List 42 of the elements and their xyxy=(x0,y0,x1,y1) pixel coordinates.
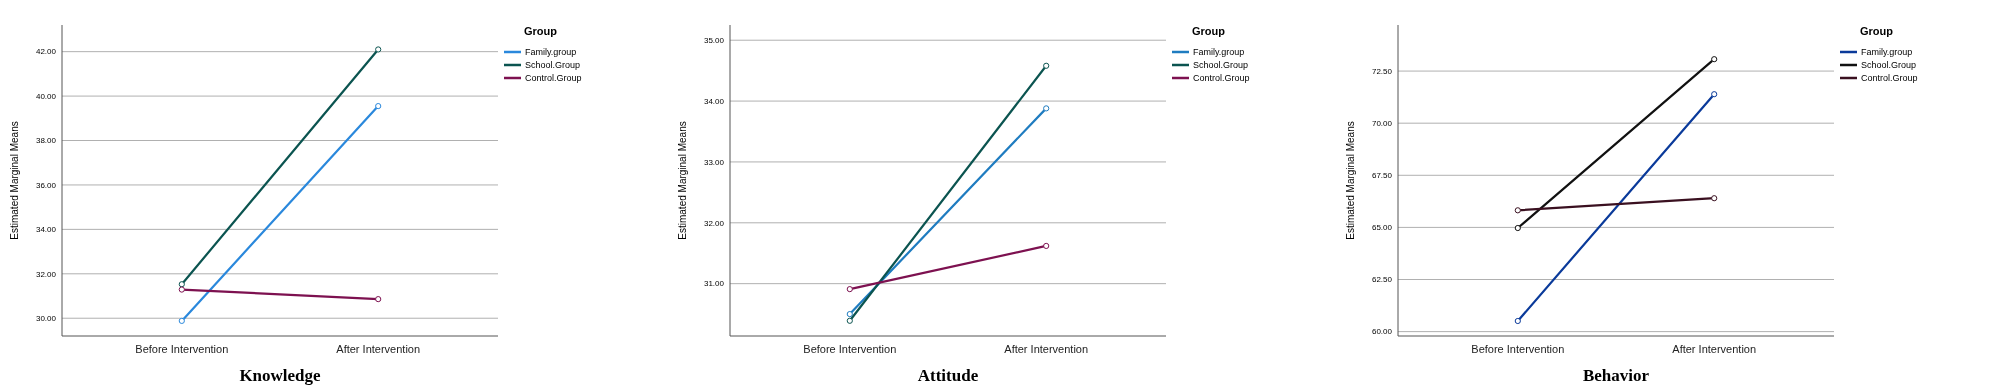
text: Knowledge xyxy=(239,366,322,385)
y-axis-title: Estimated Marginal Means xyxy=(9,121,20,240)
y-tick-label: 40.00 xyxy=(35,91,57,101)
y-tick-label: 72.50 xyxy=(1371,66,1393,76)
x-tick-label: Before Intervention xyxy=(803,343,897,355)
y-tick-label: 67.50 xyxy=(1371,171,1393,181)
x-tick-label: After Intervention xyxy=(1672,343,1757,355)
legend-label: Control.Group xyxy=(1861,73,1918,84)
legend-title: Group xyxy=(1192,25,1226,37)
y-tick-label: 65.00 xyxy=(1371,223,1393,233)
y-axis-title: Estimated Marginal Means xyxy=(1345,121,1356,240)
y-tick-label: 62.50 xyxy=(1371,275,1393,285)
legend-label: Control.Group xyxy=(525,73,582,84)
y-tick-label: 38.00 xyxy=(35,136,57,146)
legend-label: School.Group xyxy=(1193,60,1249,71)
y-tick-label: 70.00 xyxy=(1371,118,1393,128)
x-tick-label: Before Intervention xyxy=(1471,343,1565,355)
y-tick-label: 30.00 xyxy=(35,314,57,324)
legend-label: Family.group xyxy=(1193,47,1245,58)
legend-label: Family.group xyxy=(525,47,577,58)
legend-label: School.Group xyxy=(1861,60,1917,71)
y-tick-label: 34.00 xyxy=(703,96,725,106)
legend-title: Group xyxy=(524,25,558,37)
y-tick-label: 60.00 xyxy=(1371,327,1393,337)
y-tick-label: 32.00 xyxy=(703,218,725,228)
x-tick-label: After Intervention xyxy=(336,343,421,355)
y-tick-label: 35.00 xyxy=(703,36,725,46)
legend-label: School.Group xyxy=(525,60,581,71)
legend-title: Group xyxy=(1860,25,1894,37)
x-tick-label: After Intervention xyxy=(1004,343,1089,355)
x-tick-label: Before Intervention xyxy=(135,343,229,355)
text: Behavior xyxy=(1582,366,1650,385)
y-tick-label: 33.00 xyxy=(703,157,725,167)
y-tick-label: 32.00 xyxy=(35,269,57,279)
y-axis-title: Estimated Marginal Means xyxy=(677,121,688,240)
legend-label: Family.group xyxy=(1861,47,1913,58)
y-tick-label: 42.00 xyxy=(35,47,57,57)
text: Attitude xyxy=(917,366,979,385)
legend-label: Control.Group xyxy=(1193,73,1250,84)
y-tick-label: 34.00 xyxy=(35,225,57,235)
y-tick-label: 36.00 xyxy=(35,180,57,190)
y-tick-label: 31.00 xyxy=(703,279,725,289)
